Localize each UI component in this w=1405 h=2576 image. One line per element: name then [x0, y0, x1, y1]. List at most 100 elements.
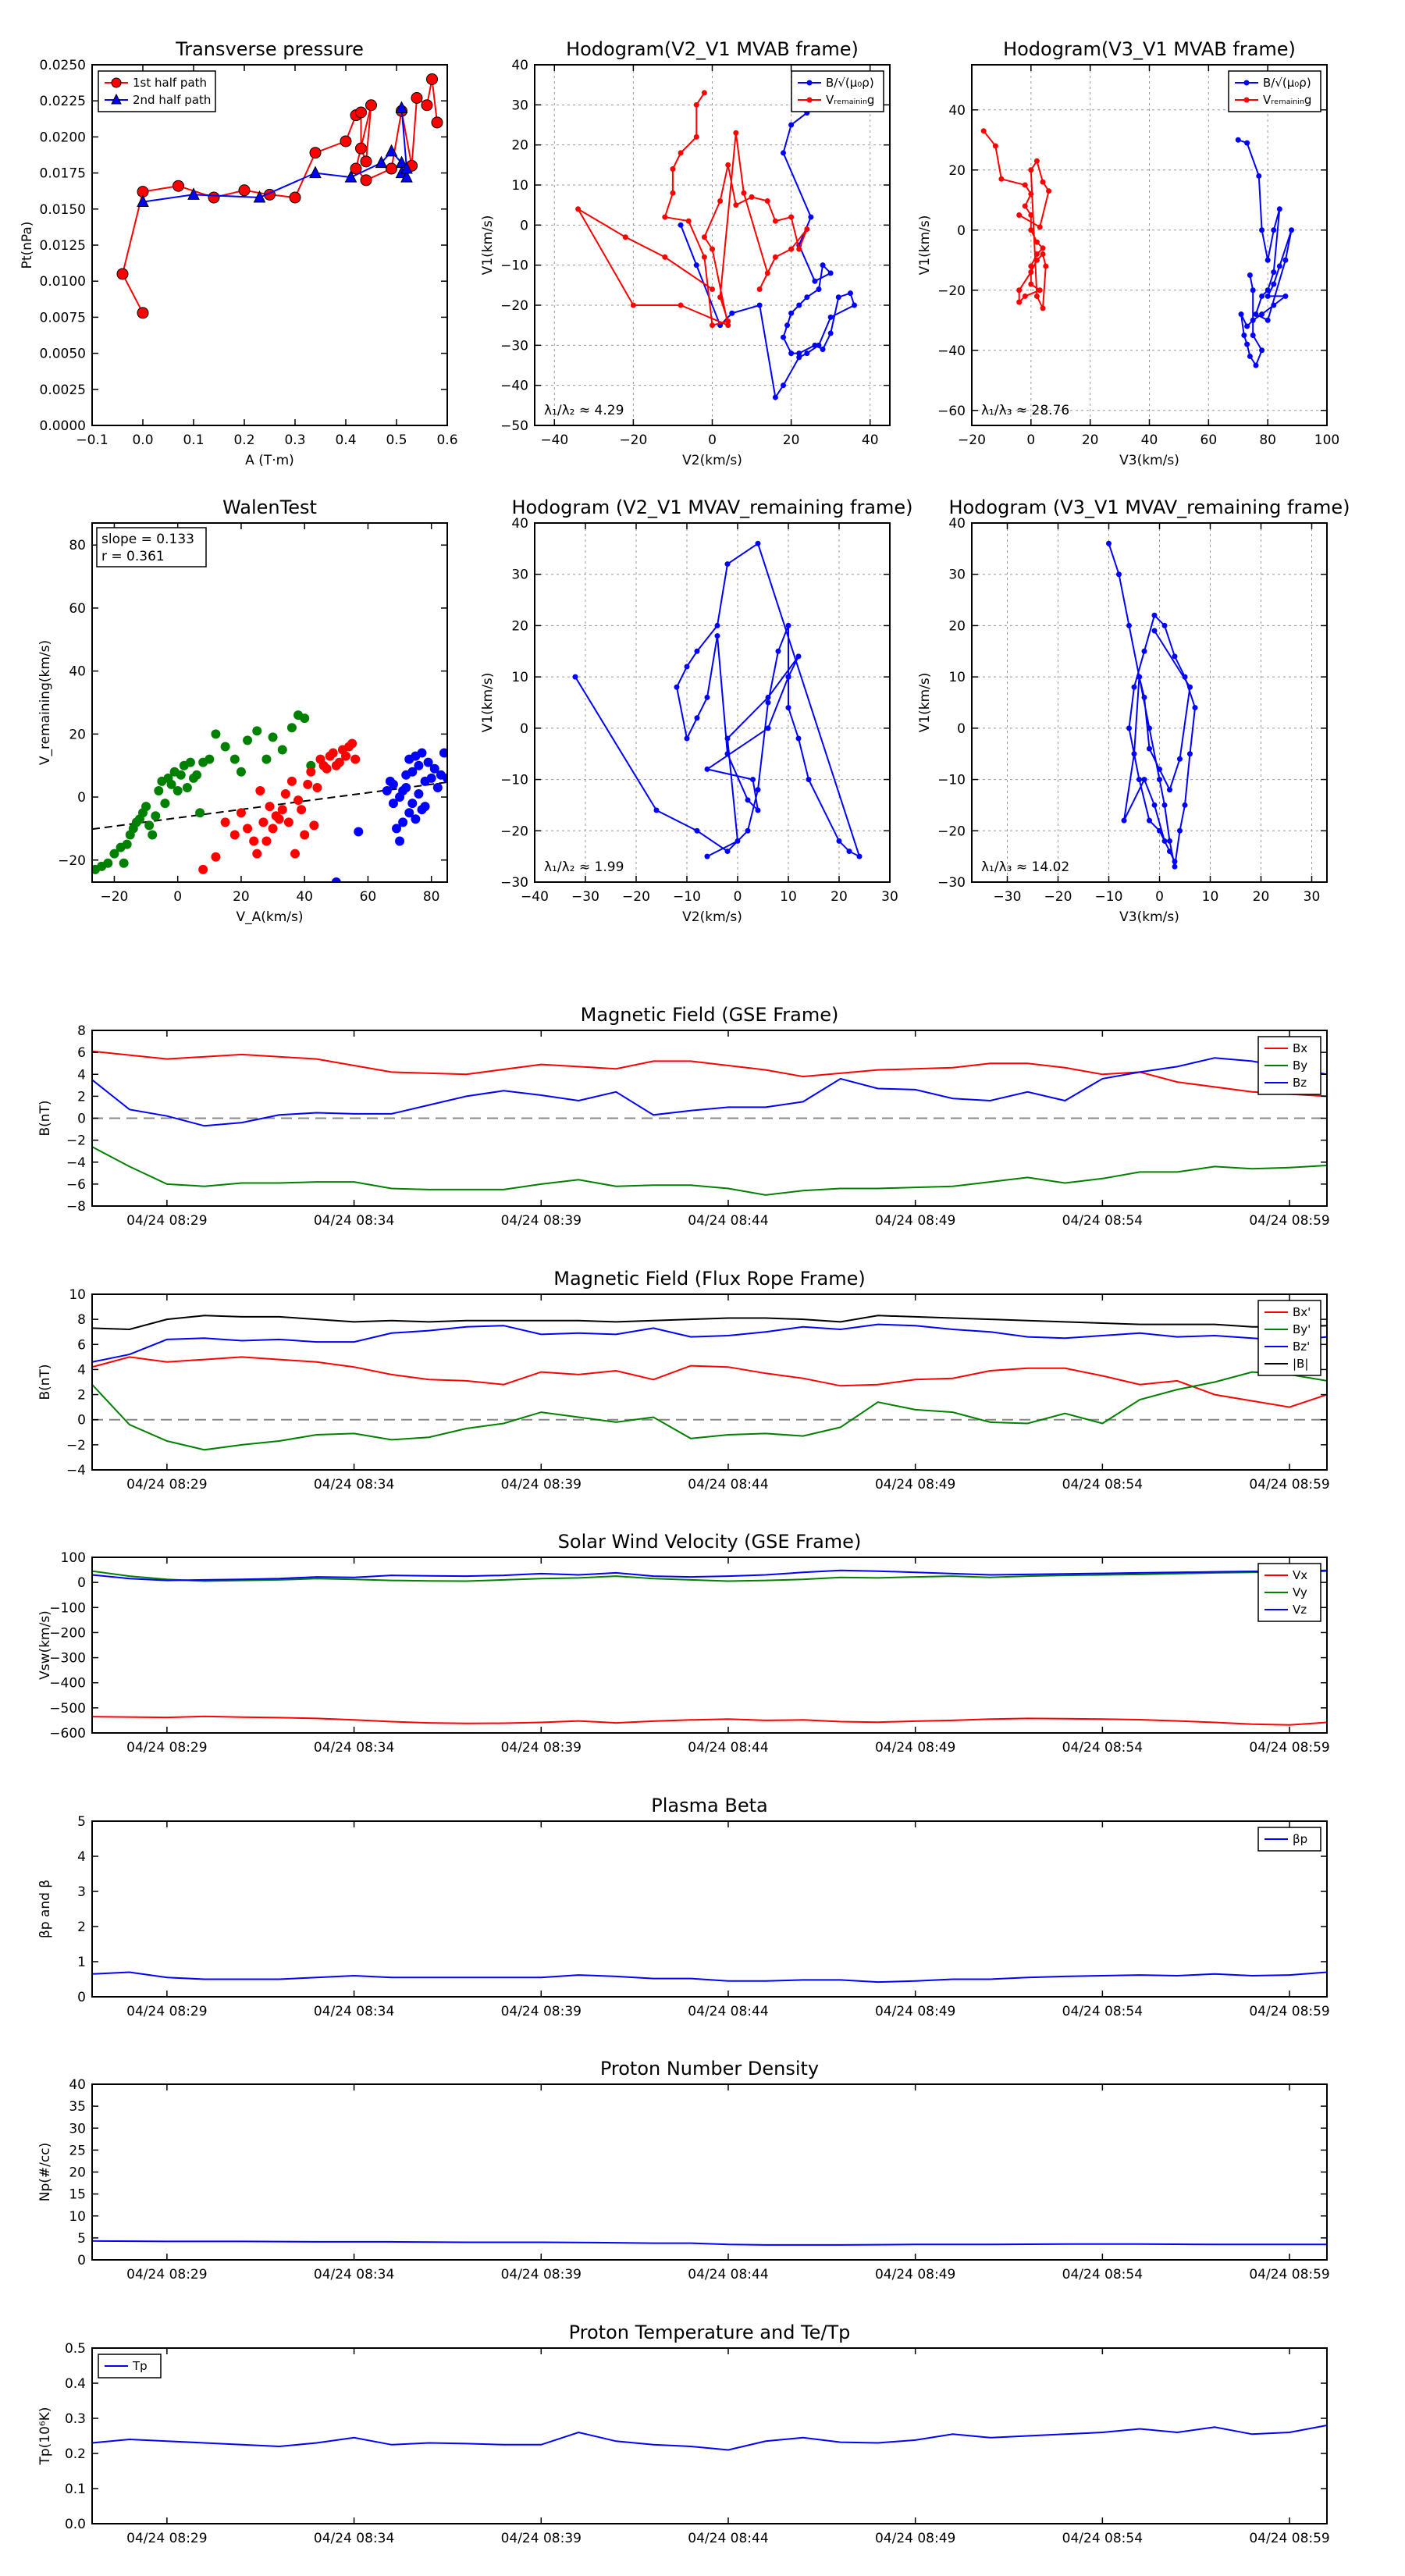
- legend-marker: [806, 80, 813, 86]
- data-point: [426, 73, 438, 85]
- data-point: [1235, 137, 1241, 143]
- y-tick-label: 0: [77, 1112, 86, 1127]
- data-point: [414, 789, 424, 799]
- data-point: [1250, 317, 1256, 323]
- y-tick-label: 30: [69, 2121, 86, 2137]
- data-point: [341, 751, 350, 761]
- legend-label: 1st half path: [133, 76, 207, 90]
- legend: B/√(μ₀ρ) Vᵣₑₘₐᵢₙᵢₙg: [1228, 70, 1321, 112]
- y-tick-label: 0.0025: [40, 382, 86, 398]
- data-point: [1136, 674, 1142, 680]
- y-tick-label: 2: [77, 1089, 86, 1105]
- data-point: [261, 754, 272, 764]
- x-tick-label: −40: [540, 432, 568, 448]
- data-point: [980, 128, 987, 134]
- data-point: [1028, 212, 1034, 218]
- y-tick-label: 0.0175: [40, 166, 86, 182]
- data-point: [741, 190, 747, 196]
- data-point: [1033, 239, 1040, 245]
- data-point: [286, 776, 297, 786]
- data-point: [360, 174, 372, 187]
- x-axis-label: V3(km/s): [1119, 453, 1179, 468]
- data-point: [395, 101, 408, 113]
- y-tick-label: 0.0200: [40, 130, 86, 145]
- data-point: [420, 802, 430, 812]
- chart-h31: Hodogram(V3_V1 MVAB frame) −20 0 20 40 60 80 10…: [917, 38, 1339, 468]
- y-tick-label: 0.0: [65, 2517, 86, 2532]
- data-point: [1259, 227, 1265, 233]
- y-tick-label: −400: [49, 1676, 86, 1692]
- x-tick-label: 04/24 08:29: [126, 1740, 207, 1756]
- data-point: [729, 310, 735, 316]
- data-point: [173, 785, 183, 795]
- plot-area: [575, 90, 857, 400]
- x-tick-label: 04/24 08:39: [501, 2267, 582, 2282]
- legend: B/√(μ₀ρ) Vᵣₑₘₐᵢₙᵢₙg: [791, 70, 884, 112]
- data-point: [1028, 191, 1034, 197]
- legend-marker: [1243, 97, 1250, 103]
- legend: Tp: [98, 2354, 162, 2379]
- data-point: [274, 814, 284, 824]
- data-point: [756, 286, 763, 292]
- x-tick-label: 04/24 08:54: [1062, 1213, 1143, 1229]
- y-tick-label: −40: [500, 379, 528, 394]
- y-tick-label: 0: [77, 1990, 86, 2005]
- data-point: [205, 754, 215, 764]
- data-point: [1157, 827, 1162, 834]
- data-point: [388, 779, 398, 789]
- data-point: [400, 161, 413, 174]
- x-tick-label: 04/24 08:29: [126, 2531, 207, 2546]
- data-point: [1121, 817, 1127, 824]
- x-tick-label: 40: [296, 889, 313, 905]
- x-tick-label: −0.1: [76, 432, 108, 448]
- data-point: [417, 748, 427, 758]
- data-point: [701, 90, 707, 96]
- series-line-0: [92, 1356, 1327, 1408]
- axes-frame: [534, 522, 891, 883]
- data-point: [1016, 299, 1023, 305]
- axes-frame: [91, 522, 448, 883]
- y-tick-label: −10: [500, 773, 528, 788]
- plot-area: [92, 1569, 1327, 1726]
- data-point: [1131, 684, 1137, 690]
- data-point: [1187, 684, 1193, 690]
- y-tick-label: 0.0150: [40, 202, 86, 218]
- data-point: [1016, 212, 1023, 218]
- data-point: [1040, 251, 1046, 258]
- y-axis-label: V1(km/s): [480, 215, 496, 276]
- chart-title: Hodogram (V2_V1 MVAV_remaining frame): [511, 496, 912, 518]
- legend-label: By: [1293, 1059, 1307, 1073]
- axes-frame: [91, 1557, 1328, 1734]
- series-line-2: [92, 1323, 1327, 1363]
- data-point: [714, 633, 720, 639]
- y-tick-label: 0: [520, 218, 528, 233]
- data-point: [322, 763, 332, 774]
- chart-walen: WalenTest −20 0 20 40 60 80 −20 0 20 40 60 80 V_A(km/…: [37, 496, 448, 925]
- y-tick-label: −20: [58, 853, 86, 869]
- x-tick-label: 0.1: [183, 432, 204, 448]
- y-axis-label: Pt(nPa): [20, 222, 35, 269]
- data-point: [360, 155, 372, 168]
- legend: Bx By Bz: [1257, 1036, 1321, 1095]
- chart-title: Transverse pressure: [175, 38, 364, 60]
- data-point: [1259, 347, 1265, 354]
- data-point: [694, 715, 700, 721]
- data-point: [355, 142, 367, 155]
- series-line-0: [680, 104, 855, 400]
- legend-marker: [111, 93, 122, 105]
- data-point: [717, 198, 724, 205]
- data-point: [704, 853, 710, 859]
- data-point: [243, 735, 253, 745]
- eigenvalue-ratio: λ₁/λ₂ ≈ 4.29: [544, 403, 624, 418]
- legend-marker: [1243, 80, 1250, 86]
- data-point: [312, 782, 322, 792]
- x-tick-label: −20: [958, 432, 986, 448]
- data-point: [622, 234, 628, 240]
- data-point: [1264, 287, 1271, 294]
- y-tick-label: −200: [49, 1625, 86, 1641]
- y-tick-label: 0.0225: [40, 94, 86, 109]
- data-point: [109, 849, 119, 859]
- y-tick-label: −50: [500, 418, 528, 434]
- x-tick-label: 04/24 08:59: [1249, 2267, 1329, 2282]
- y-axis-label: V1(km/s): [917, 215, 933, 276]
